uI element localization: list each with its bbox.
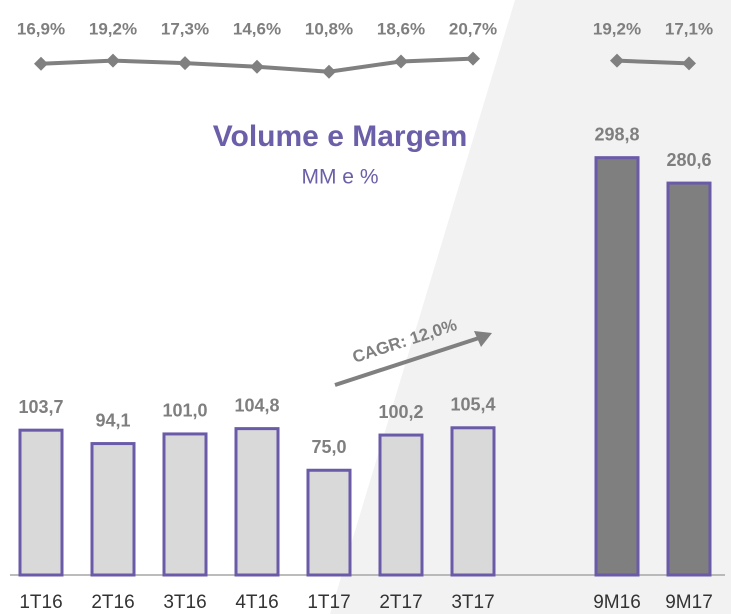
bar xyxy=(162,432,208,577)
data-label: 104,8 xyxy=(234,395,279,415)
data-label: 10,8% xyxy=(305,19,353,38)
x-tick-label: 9M16 xyxy=(593,592,641,613)
marker xyxy=(34,56,48,71)
x-tick-label: 1T17 xyxy=(307,592,350,613)
data-label: 101,0 xyxy=(162,401,207,421)
data-label: 17,3% xyxy=(161,19,209,38)
marker xyxy=(610,53,624,68)
cagr-arrowhead xyxy=(474,331,492,347)
data-label: 17,1% xyxy=(665,19,713,38)
data-label: 20,7% xyxy=(449,19,497,38)
bar xyxy=(666,181,712,577)
data-label: 105,4 xyxy=(450,395,495,415)
x-tick-label: 2T16 xyxy=(91,592,134,613)
marker xyxy=(178,56,192,71)
marker xyxy=(250,59,264,74)
bar xyxy=(18,428,64,577)
data-label: 19,2% xyxy=(89,19,137,38)
data-label: 75,0 xyxy=(311,437,346,457)
bar xyxy=(594,156,640,577)
marker xyxy=(394,54,408,69)
x-tick-label: 2T17 xyxy=(379,592,422,613)
bar xyxy=(450,426,496,577)
data-label: 19,2% xyxy=(593,19,641,38)
data-label: 16,9% xyxy=(17,19,65,38)
marker xyxy=(466,51,480,66)
x-tick-label: 4T16 xyxy=(235,592,278,613)
bar xyxy=(306,468,352,577)
marker xyxy=(322,64,336,79)
line xyxy=(616,58,690,66)
data-label: 100,2 xyxy=(378,402,423,422)
data-label: 94,1 xyxy=(95,410,130,430)
data-label: 280,6 xyxy=(666,150,711,170)
x-tick-label: 3T17 xyxy=(451,592,494,613)
cagr-arrow xyxy=(334,335,483,387)
x-tick-label: 3T16 xyxy=(163,592,206,613)
data-label: 14,6% xyxy=(233,19,281,38)
chart-subtitle: MM e % xyxy=(301,166,378,189)
x-tick-label: 1T16 xyxy=(19,592,62,613)
data-label: 103,7 xyxy=(18,397,63,417)
marker xyxy=(682,56,696,71)
data-label: 298,8 xyxy=(594,124,639,144)
bar xyxy=(234,427,280,577)
marker xyxy=(106,53,120,68)
chart-title: Volume e Margem xyxy=(213,120,468,153)
bar xyxy=(378,433,424,577)
x-tick-label: 9M17 xyxy=(665,592,713,613)
bar xyxy=(90,442,136,577)
data-label: 18,6% xyxy=(377,19,425,38)
